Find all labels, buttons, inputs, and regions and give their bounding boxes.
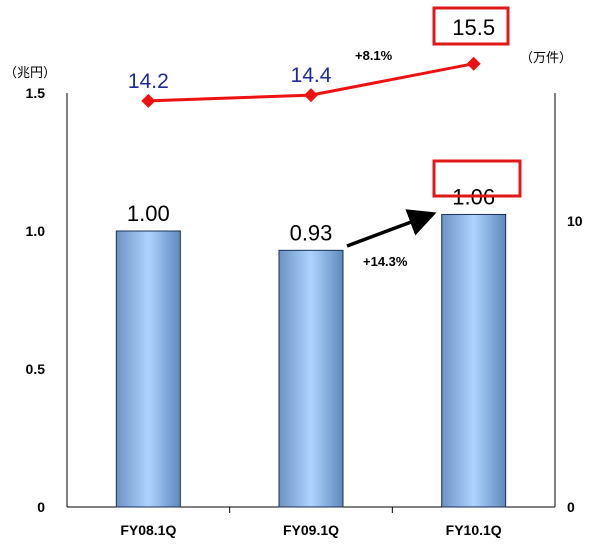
line-marker-FY09.1Q: [304, 88, 318, 103]
line-growth-label: +8.1%: [355, 48, 393, 63]
left-tick-0.5: 0.5: [26, 361, 46, 377]
bar-growth-arrow: [346, 209, 437, 248]
bar-value-label-FY09.1Q: 0.93: [290, 220, 333, 245]
left-axis-unit: （兆円）: [4, 65, 56, 80]
category-labels: FY08.1Q FY09.1Q FY10.1Q: [120, 522, 501, 538]
category-label-FY08.1Q: FY08.1Q: [120, 522, 176, 538]
line-marker-FY10.1Q: [466, 56, 481, 71]
line-value-label-FY10.1Q: 15.5: [452, 15, 495, 40]
bar-growth-label: +14.3%: [363, 254, 408, 269]
bars: [115, 213, 507, 508]
bar-FY10.1Q: [441, 213, 507, 508]
bar-FY08.1Q: [115, 230, 181, 508]
line-highlight-box: [432, 6, 510, 46]
category-label-FY09.1Q: FY09.1Q: [283, 522, 339, 538]
left-tick-0: 0: [37, 499, 45, 515]
line-value-label-FY09.1Q: 14.4: [291, 64, 332, 87]
bar-highlight-box: [432, 159, 522, 198]
x-axis-ticks: [229, 507, 393, 513]
bar-labels: 1.000.931.06: [127, 184, 495, 245]
right-tick-10: 10: [567, 213, 583, 229]
left-tick-1.5: 1.5: [26, 85, 46, 101]
right-tick-0: 0: [567, 499, 575, 515]
line-series: [141, 56, 481, 108]
bar-FY09.1Q: [278, 249, 344, 508]
line-value-label-FY08.1Q: 14.2: [128, 70, 169, 93]
bar-value-label-FY08.1Q: 1.00: [127, 201, 170, 226]
line-labels: 14.2 14.4 15.5: [128, 15, 495, 93]
left-tick-1.0: 1.0: [26, 223, 46, 239]
line-marker-FY08.1Q: [141, 93, 156, 108]
category-label-FY10.1Q: FY10.1Q: [446, 522, 502, 538]
right-axis-unit: （万件）: [520, 50, 572, 65]
